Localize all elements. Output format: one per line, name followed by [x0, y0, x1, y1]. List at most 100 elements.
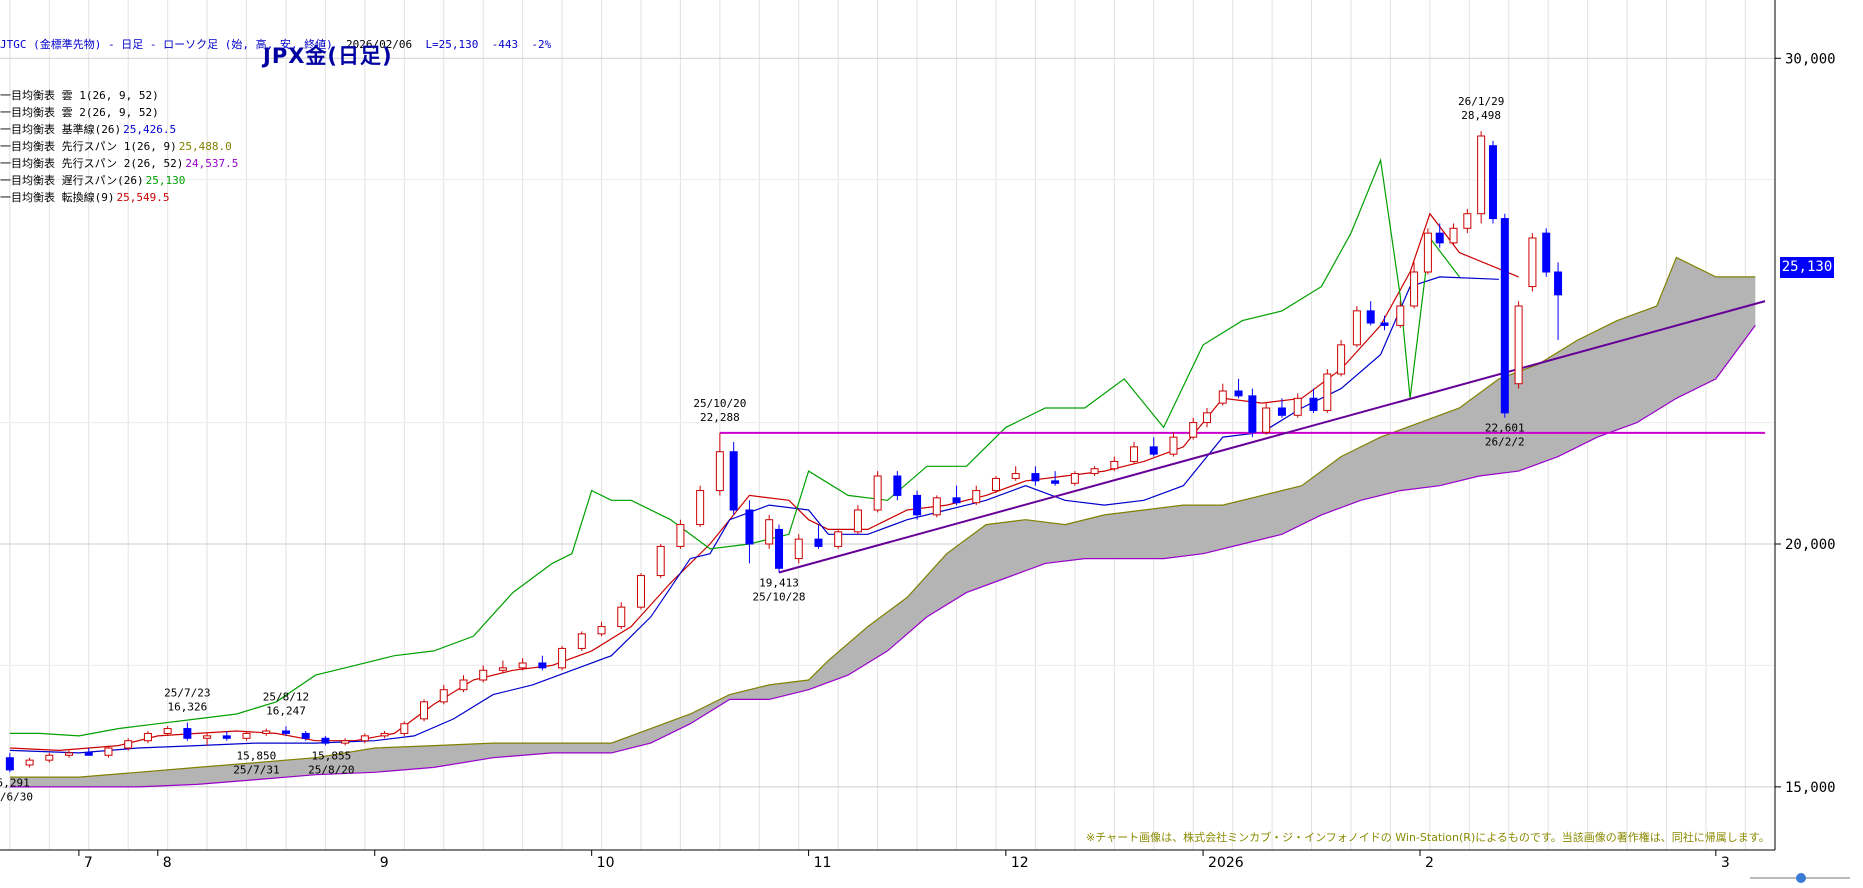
annotation-value: 16,326 [167, 700, 207, 713]
candle-body [84, 752, 93, 756]
candle-body [1528, 237, 1537, 288]
candle-body [1435, 232, 1444, 244]
legend-value: 24,537.5 [185, 157, 239, 170]
candle-body [222, 735, 231, 739]
candle-body [814, 538, 823, 547]
candle-body [498, 667, 507, 671]
candle-body [1110, 460, 1119, 470]
scroll-thumb[interactable] [1796, 873, 1806, 883]
annotation-value: 15,855 [311, 749, 351, 762]
annotation-date: 25/7/23 [164, 686, 210, 699]
candle-body [1031, 473, 1040, 482]
candle-body [1234, 390, 1243, 397]
candle-body [45, 754, 54, 761]
x-axis-tick-label: 2 [1425, 855, 1434, 871]
candle-body [242, 732, 251, 739]
y-axis-tick-label: 15,000 [1785, 780, 1836, 796]
candle-body [1423, 232, 1432, 273]
legend-row: 一目均衡表 転換線(9) 25,549.5 [0, 189, 551, 206]
candle-body [1514, 305, 1523, 385]
candle-body [301, 732, 310, 739]
candle-body [597, 626, 606, 635]
candle-body [636, 575, 645, 608]
legend-value: 25,549.5 [116, 191, 170, 204]
candle-body [676, 524, 685, 547]
candle-body [1262, 407, 1271, 433]
candle-body [1463, 213, 1472, 229]
candle-body [1396, 305, 1405, 326]
candle-body [745, 509, 754, 545]
candle-body [1277, 407, 1286, 416]
candlesticks [5, 131, 1563, 773]
candle-body [420, 701, 429, 720]
annotation-value: 28,498 [1461, 109, 1501, 122]
legend-label: 一目均衡表 雲 2(26, 9, 52) [0, 106, 159, 119]
annotation-date: 25/8/20 [308, 763, 354, 776]
candle-body [1554, 271, 1563, 296]
annotation-value: 15,850 [237, 750, 277, 763]
candle-body [459, 679, 468, 691]
candle-body [1070, 473, 1079, 484]
candle-body [104, 747, 113, 756]
x-axis-band [0, 851, 1863, 888]
chart-title: JPX金(日足) [263, 44, 393, 68]
annotation-date: 25/6/30 [0, 791, 33, 804]
candle-body [696, 490, 705, 526]
candle-body [1293, 397, 1302, 416]
candle-body [1542, 232, 1551, 273]
candle-body [183, 728, 192, 739]
legend-row: 一目均衡表 雲 2(26, 9, 52) [0, 104, 551, 121]
candle-body [853, 509, 862, 533]
candle-body [775, 528, 784, 569]
legend-value: 25,426.5 [123, 123, 177, 136]
legend-label: 一目均衡表 先行スパン 2(26, 52) [0, 157, 184, 170]
candle-body [558, 647, 567, 669]
candle-body [991, 477, 1000, 492]
header-last: L=25,130 [425, 38, 479, 51]
copyright-notice: ※チャート画像は、株式会社ミンカブ・ジ・インフォノイドの Win-Station… [1086, 831, 1770, 844]
y-axis-tick-label: 20,000 [1785, 537, 1836, 553]
annotation-value: 16,247 [266, 704, 306, 717]
candle-body [65, 752, 74, 756]
legend-value: 25,130 [145, 174, 186, 187]
legend-label: 一目均衡表 先行スパン 1(26, 9) [0, 140, 177, 153]
indicator-line [9, 256, 1756, 778]
candle-body [1189, 422, 1198, 438]
candle-body [932, 497, 941, 516]
candle-body [1366, 310, 1375, 324]
candle-body [124, 740, 133, 749]
x-axis-tick-label: 12 [1011, 855, 1029, 871]
header-title: JTGC (金標準先物) - 日足 - ローソク足 (始, 高, 安, 終値) [0, 38, 333, 51]
candle-body [1203, 412, 1211, 424]
legend-label: 一目均衡表 遅行スパン(26) [0, 174, 144, 187]
candle-body [538, 662, 547, 669]
candle-body [794, 538, 803, 560]
candle-body [765, 519, 774, 545]
candle-body [1011, 473, 1020, 479]
candle-body [262, 730, 271, 734]
candle-body [1488, 145, 1497, 220]
candle-body [729, 451, 738, 511]
candle-body [972, 490, 981, 504]
legend-label: 一目均衡表 転換線(9) [0, 191, 115, 204]
annotation-value: 22,601 [1485, 422, 1525, 435]
trendline-support [778, 300, 1766, 574]
candle-body [1090, 468, 1099, 475]
last-price-label: 25,130 [1780, 257, 1834, 278]
annotation-date: 25/10/28 [753, 591, 806, 604]
candle-body [1337, 344, 1346, 375]
legend-row: 一目均衡表 先行スパン 1(26, 9) 25,488.0 [0, 138, 551, 155]
header-change-pct: -2% [531, 38, 552, 51]
candle-body [1477, 135, 1486, 215]
legend-row: 一目均衡表 先行スパン 2(26, 52) 24,537.5 [0, 155, 551, 172]
legend-label: 一目均衡表 雲 1(26, 9, 52) [0, 89, 159, 102]
candle-body [321, 737, 330, 744]
annotation-date: 25/10/20 [693, 397, 746, 410]
header-change: -443 [491, 38, 519, 51]
x-axis-tick-label: 3 [1721, 855, 1730, 871]
candle-body [893, 475, 902, 496]
candle-body [1248, 395, 1257, 433]
annotation-date: 26/1/29 [1458, 95, 1504, 108]
